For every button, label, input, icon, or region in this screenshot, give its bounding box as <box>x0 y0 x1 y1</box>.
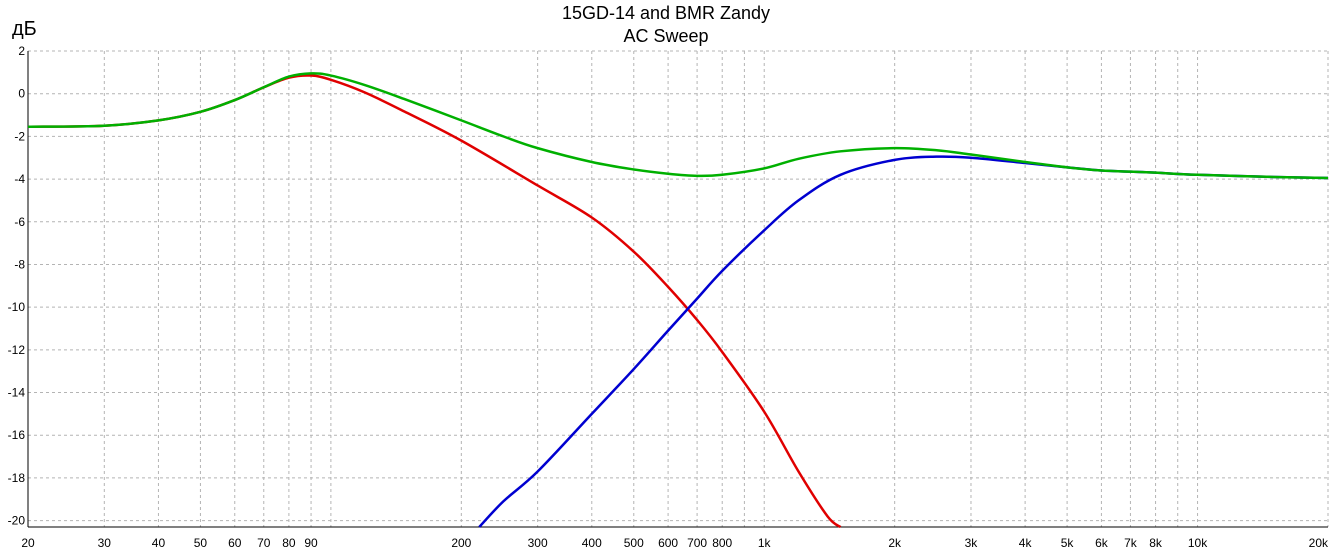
x-tick-label: 700 <box>687 536 707 550</box>
y-axis-label: дБ <box>12 18 37 40</box>
x-tick-label: 6k <box>1095 536 1109 550</box>
x-tick-label: 40 <box>152 536 166 550</box>
x-tick-label: 90 <box>304 536 318 550</box>
chart-subtitle: AC Sweep <box>623 26 709 46</box>
x-tick-label: 400 <box>582 536 602 550</box>
x-tick-label: 200 <box>451 536 471 550</box>
x-tick-label: 2k <box>888 536 902 550</box>
x-tick-label: 60 <box>228 536 242 550</box>
y-tick-label: -12 <box>8 343 26 357</box>
grid <box>27 50 1329 527</box>
x-tick-label: 80 <box>282 536 296 550</box>
y-tick-label: -20 <box>8 514 26 528</box>
x-tick-label: 70 <box>257 536 271 550</box>
x-tick-label: 10k <box>1188 536 1208 550</box>
x-tick-label: 5k <box>1061 536 1075 550</box>
x-tick-label: 300 <box>528 536 548 550</box>
x-tick-label: 600 <box>658 536 678 550</box>
x-tick-label: 20 <box>21 536 35 550</box>
x-tick-label: 1k <box>758 536 772 550</box>
x-tick-label: 7k <box>1124 536 1138 550</box>
series-line-2 <box>478 155 1329 528</box>
y-tick-label: -10 <box>8 300 26 314</box>
series-line-3 <box>27 72 1329 180</box>
x-tick-label: 500 <box>624 536 644 550</box>
series-line-1 <box>27 74 842 529</box>
y-tick-label: 0 <box>18 87 25 101</box>
y-tick-label: -16 <box>8 428 26 442</box>
axes <box>27 51 1328 528</box>
x-tick-label: 4k <box>1019 536 1033 550</box>
y-tick-label: 2 <box>18 44 25 58</box>
x-tick-label: 50 <box>194 536 208 550</box>
x-tick-label: 30 <box>98 536 112 550</box>
chart-title: 15GD-14 and BMR Zandy <box>561 3 771 23</box>
x-tick-label: 800 <box>712 536 732 550</box>
y-tick-label: -14 <box>8 386 26 400</box>
x-tick-label: 8k <box>1149 536 1163 550</box>
y-tick-label: -18 <box>8 471 26 485</box>
y-tick-label: -4 <box>14 172 25 186</box>
x-tick-label: 20k <box>1309 536 1329 550</box>
x-tick-label: 3k <box>965 536 979 550</box>
y-tick-label: -6 <box>14 215 25 229</box>
y-tick-label: -2 <box>14 129 25 143</box>
series-lines <box>27 72 1329 529</box>
y-tick-label: -8 <box>14 257 25 271</box>
